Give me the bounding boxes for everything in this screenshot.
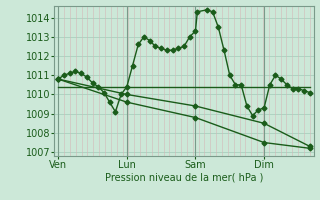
- X-axis label: Pression niveau de la mer( hPa ): Pression niveau de la mer( hPa ): [105, 173, 263, 183]
